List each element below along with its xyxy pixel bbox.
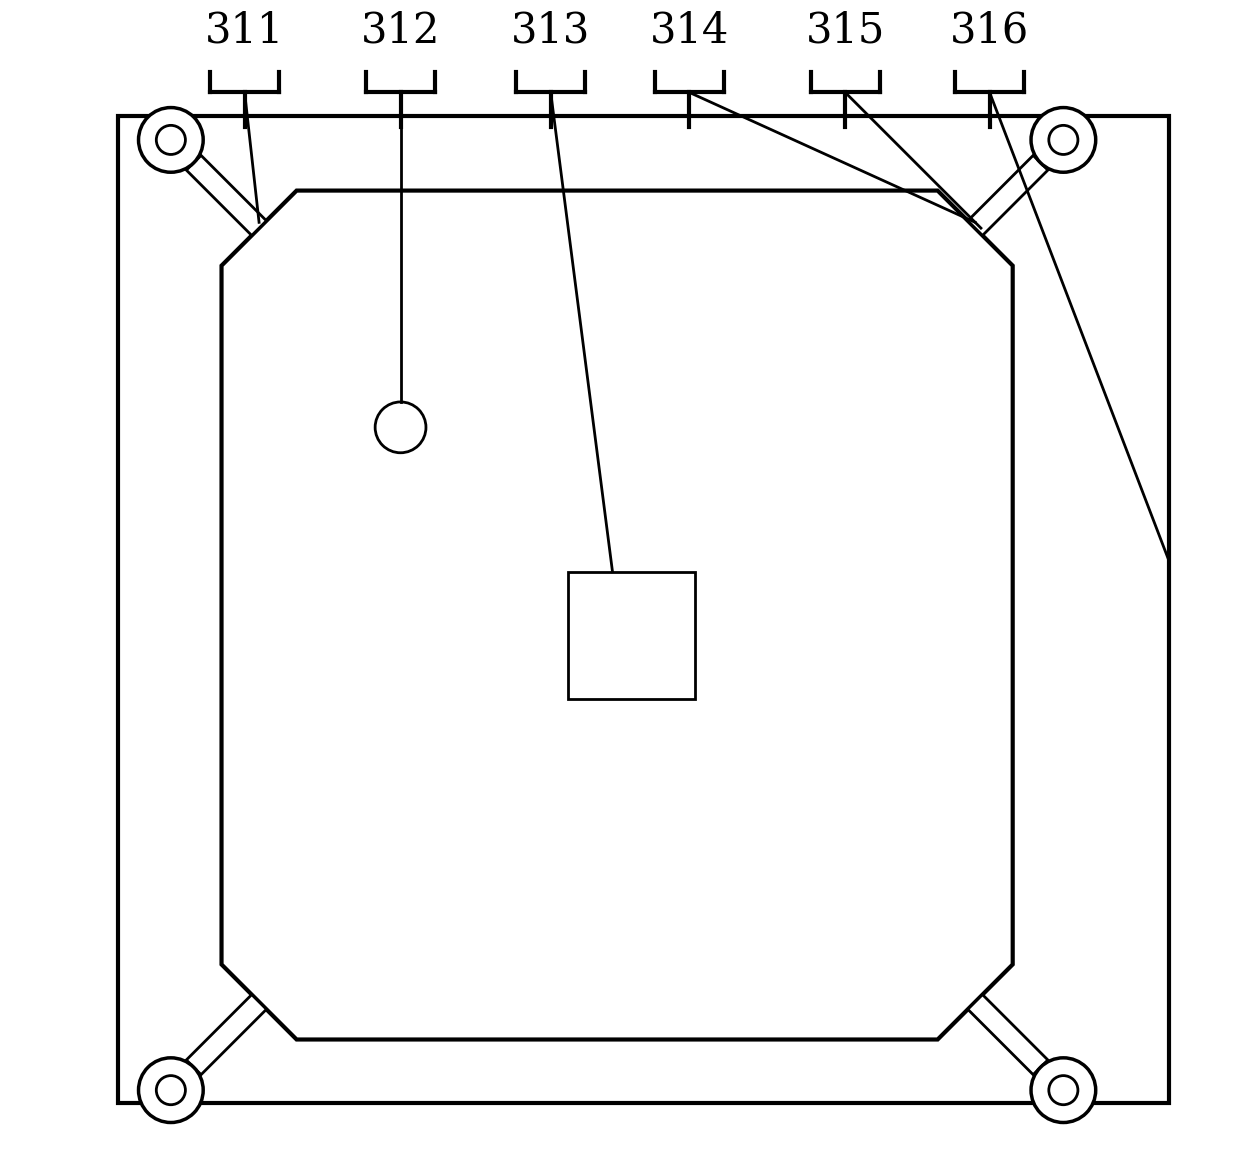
Polygon shape — [967, 156, 1048, 236]
Circle shape — [376, 402, 427, 453]
Text: 313: 313 — [511, 10, 590, 52]
Polygon shape — [186, 156, 267, 236]
Circle shape — [156, 1075, 186, 1104]
Circle shape — [156, 126, 186, 155]
Circle shape — [139, 107, 203, 172]
Bar — [118, 116, 1168, 1103]
Bar — [568, 572, 696, 699]
Polygon shape — [967, 994, 1048, 1074]
Circle shape — [1049, 126, 1078, 155]
Circle shape — [139, 1058, 203, 1123]
Text: 311: 311 — [205, 10, 284, 52]
Circle shape — [1049, 1075, 1078, 1104]
Text: 314: 314 — [650, 10, 729, 52]
Circle shape — [1030, 107, 1096, 172]
Text: 315: 315 — [806, 10, 885, 52]
Polygon shape — [186, 994, 267, 1074]
Circle shape — [1030, 1058, 1096, 1123]
Text: 316: 316 — [950, 10, 1029, 52]
Text: 312: 312 — [361, 10, 440, 52]
